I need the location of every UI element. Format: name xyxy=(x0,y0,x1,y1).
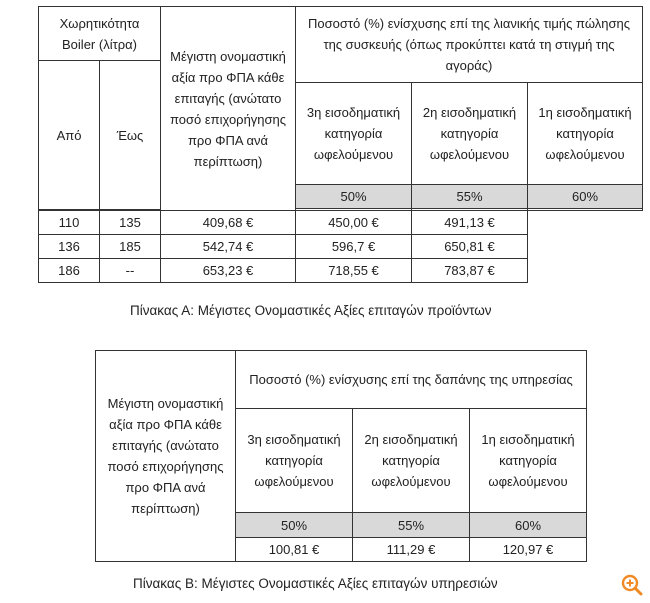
value-cell: 100,81 € xyxy=(235,537,353,562)
value-cell: 409,68 € xyxy=(160,210,296,235)
capacity-header: Χωρητικότητα Boiler (λίτρα) xyxy=(38,6,161,61)
value-cell: 596,7 € xyxy=(295,234,412,259)
percent-cell: 60% xyxy=(527,184,643,209)
product-voucher-table: Χωρητικότητα Boiler (λίτρα) Μέγιστη ονομ… xyxy=(38,6,643,283)
table-row: 100,81 € 111,29 € 120,97 € xyxy=(96,537,587,562)
to-cell: 185 xyxy=(99,234,161,259)
to-header: Έως xyxy=(99,60,161,210)
table-row: 110 135 409,68 € 450,00 € 491,13 € xyxy=(38,210,643,235)
percent-cell: 50% xyxy=(295,184,412,209)
value-cell: 542,74 € xyxy=(160,234,296,259)
to-cell: -- xyxy=(99,258,161,283)
percent-cell: 60% xyxy=(469,512,587,538)
max-value-header: Μέγιστη ονομαστική αξία προ ΦΠΑ κάθε επι… xyxy=(160,6,296,211)
percent-header: Ποσοστό (%) ενίσχυσης επί της λιανικής τ… xyxy=(295,6,643,83)
value-cell: 491,13 € xyxy=(411,210,528,235)
from-header: Από xyxy=(38,60,100,210)
from-cell: 136 xyxy=(38,234,100,259)
value-cell: 783,87 € xyxy=(411,258,528,283)
category-header: 3η εισοδηματική κατηγορία ωφελούμενου xyxy=(235,408,353,513)
percent-header: Ποσοστό (%) ενίσχυσης επί της δαπάνης τη… xyxy=(235,350,587,409)
from-cell: 110 xyxy=(38,210,100,235)
category-header: 2η εισοδηματική κατηγορία ωφελούμενου xyxy=(411,82,528,185)
percent-cell: 50% xyxy=(235,512,353,538)
table-b-caption: Πίνακας Β: Μέγιστες Ονομαστικές Αξίες επ… xyxy=(133,576,498,591)
percent-cell: 55% xyxy=(411,184,528,209)
category-header: 1η εισοδηματική κατηγορία ωφελούμενου xyxy=(527,82,643,185)
service-voucher-table: Μέγιστη ονομαστική αξία προ ΦΠΑ κάθε επι… xyxy=(95,350,587,562)
category-header: 2η εισοδηματική κατηγορία ωφελούμενου xyxy=(352,408,470,513)
from-cell: 186 xyxy=(38,258,100,283)
spacer-cell xyxy=(527,208,643,210)
value-cell: 120,97 € xyxy=(469,537,587,562)
value-cell: 653,23 € xyxy=(160,258,296,283)
max-value-header: Μέγιστη ονομαστική αξία προ ΦΠΑ κάθε επι… xyxy=(95,350,236,562)
table-a-caption: Πίνακας Α: Μέγιστες Ονομαστικές Αξίες επ… xyxy=(130,303,492,318)
table-row: 186 -- 653,23 € 718,55 € 783,87 € xyxy=(38,258,643,283)
table-row: 136 185 542,74 € 596,7 € 650,81 € xyxy=(38,234,643,259)
percent-cell: 55% xyxy=(352,512,470,538)
value-cell: 450,00 € xyxy=(295,210,412,235)
category-header: 3η εισοδηματική κατηγορία ωφελούμενου xyxy=(295,82,412,185)
value-cell: 111,29 € xyxy=(352,537,470,562)
zoom-in-icon[interactable] xyxy=(620,573,644,597)
zoom-in-icon xyxy=(621,574,643,596)
category-header: 1η εισοδηματική κατηγορία ωφελούμενου xyxy=(469,408,587,513)
to-cell: 135 xyxy=(99,210,161,235)
value-cell: 650,81 € xyxy=(411,234,528,259)
spacer-cell xyxy=(527,209,643,211)
value-cell: 718,55 € xyxy=(295,258,412,283)
